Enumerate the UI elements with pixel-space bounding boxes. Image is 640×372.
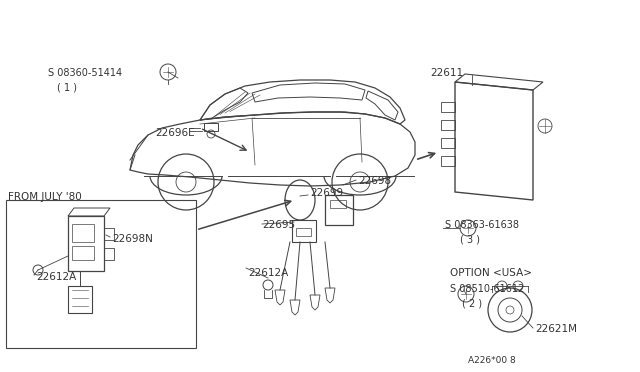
Bar (104, 228, 114, 240)
Bar (325, 195, 353, 225)
Text: ( 1 ): ( 1 ) (57, 82, 77, 92)
Text: 22699: 22699 (310, 188, 343, 198)
Text: 22612A: 22612A (36, 272, 76, 282)
Text: A226*00 8: A226*00 8 (468, 356, 516, 365)
Bar (292, 220, 316, 242)
Bar (204, 123, 218, 131)
Text: S 08360-51414: S 08360-51414 (48, 68, 122, 78)
Bar (104, 248, 114, 260)
Text: S 08510-61612: S 08510-61612 (450, 284, 524, 294)
Bar (441, 102, 455, 112)
Text: ( 3 ): ( 3 ) (460, 234, 480, 244)
Text: 22611: 22611 (430, 68, 463, 78)
Text: OPTION <USA>: OPTION <USA> (450, 268, 532, 278)
Bar (330, 200, 346, 208)
Bar (72, 224, 94, 242)
Text: FROM JULY '80: FROM JULY '80 (8, 192, 82, 202)
Text: 22621M: 22621M (535, 324, 577, 334)
Text: 22612A: 22612A (248, 268, 288, 278)
Bar (441, 120, 455, 130)
Bar (441, 156, 455, 166)
Text: ( 2 ): ( 2 ) (462, 298, 482, 308)
Bar (6, 200, 196, 348)
Text: S 08363-61638: S 08363-61638 (445, 220, 519, 230)
Bar (72, 246, 94, 260)
Text: 22698N: 22698N (112, 234, 153, 244)
Text: 22698: 22698 (358, 176, 391, 186)
Bar (441, 138, 455, 148)
Text: 22696E: 22696E (155, 128, 195, 138)
Bar (296, 228, 311, 236)
Text: 22695: 22695 (262, 220, 295, 230)
